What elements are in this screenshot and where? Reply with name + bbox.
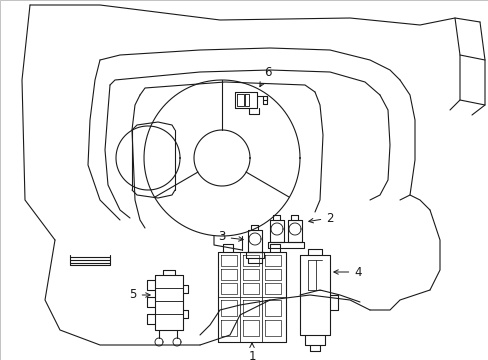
Text: 3: 3 xyxy=(218,230,243,243)
Text: 2: 2 xyxy=(308,211,333,225)
Text: 4: 4 xyxy=(333,266,361,279)
Text: 1: 1 xyxy=(248,343,255,360)
Text: 6: 6 xyxy=(259,66,271,87)
Text: 5: 5 xyxy=(129,288,150,302)
